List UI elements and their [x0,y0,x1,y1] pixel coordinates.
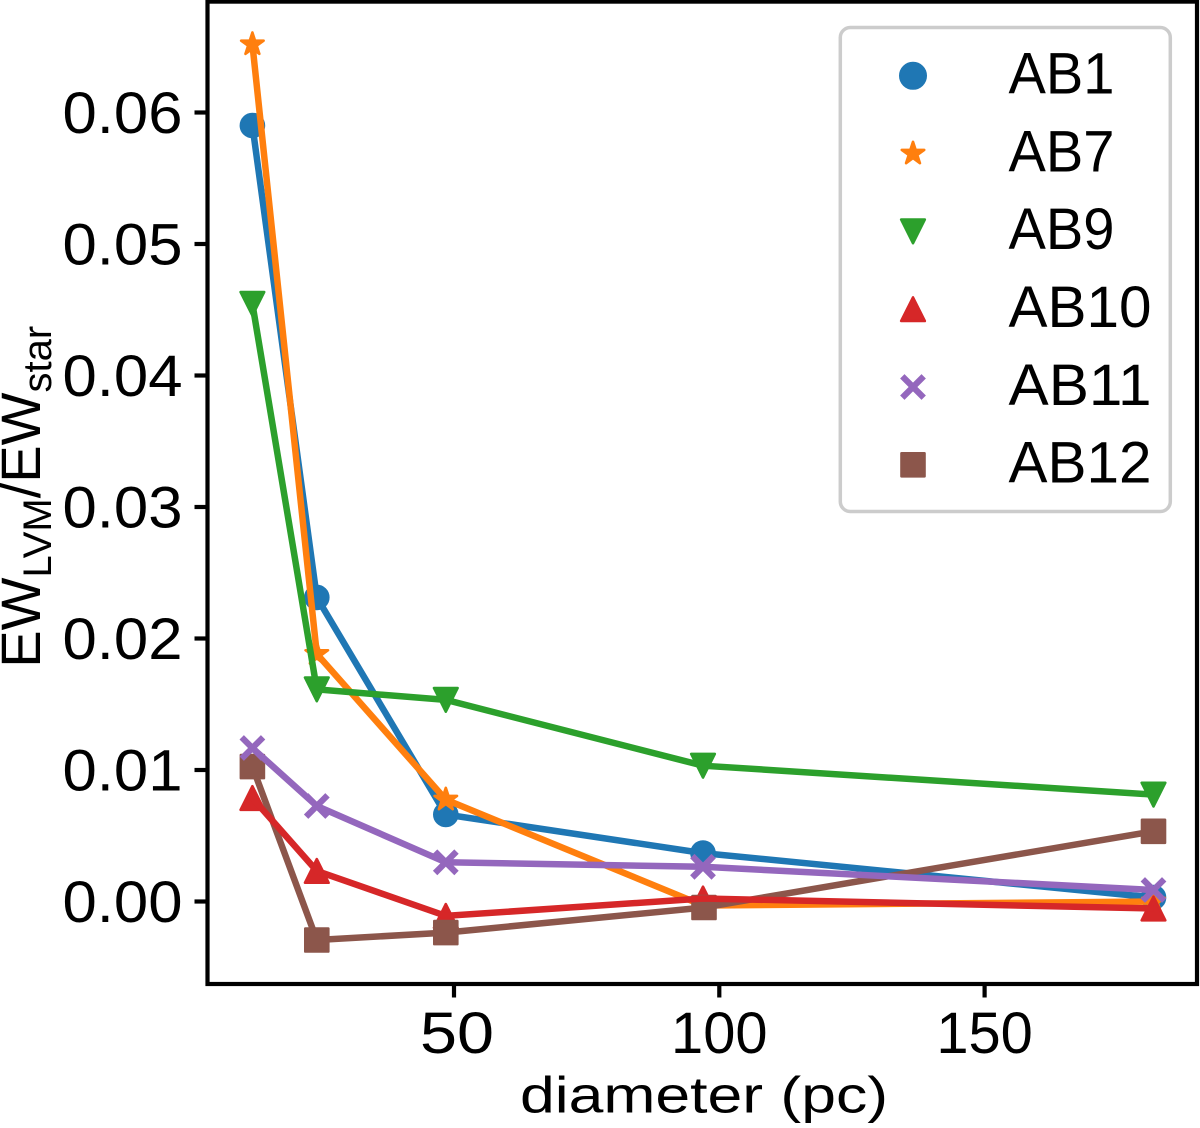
svg-text:50: 50 [420,1001,494,1066]
svg-text:0.06: 0.06 [63,81,183,146]
svg-text:100: 100 [671,1001,768,1066]
svg-text:0.02: 0.02 [63,607,183,672]
svg-text:0.00: 0.00 [63,870,183,935]
svg-text:AB7: AB7 [1009,119,1115,184]
svg-text:0.04: 0.04 [63,344,183,409]
svg-text:AB9: AB9 [1009,197,1115,262]
svg-text:0.05: 0.05 [63,213,183,278]
svg-text:AB10: AB10 [1009,275,1152,340]
svg-text:diameter (pc): diameter (pc) [520,1067,888,1124]
svg-text:AB12: AB12 [1009,431,1152,496]
svg-text:AB11: AB11 [1009,353,1152,418]
svg-text:0.01: 0.01 [63,739,183,804]
svg-text:AB1: AB1 [1009,42,1115,107]
svg-text:0.03: 0.03 [63,476,183,541]
svg-text:150: 150 [936,1001,1033,1066]
